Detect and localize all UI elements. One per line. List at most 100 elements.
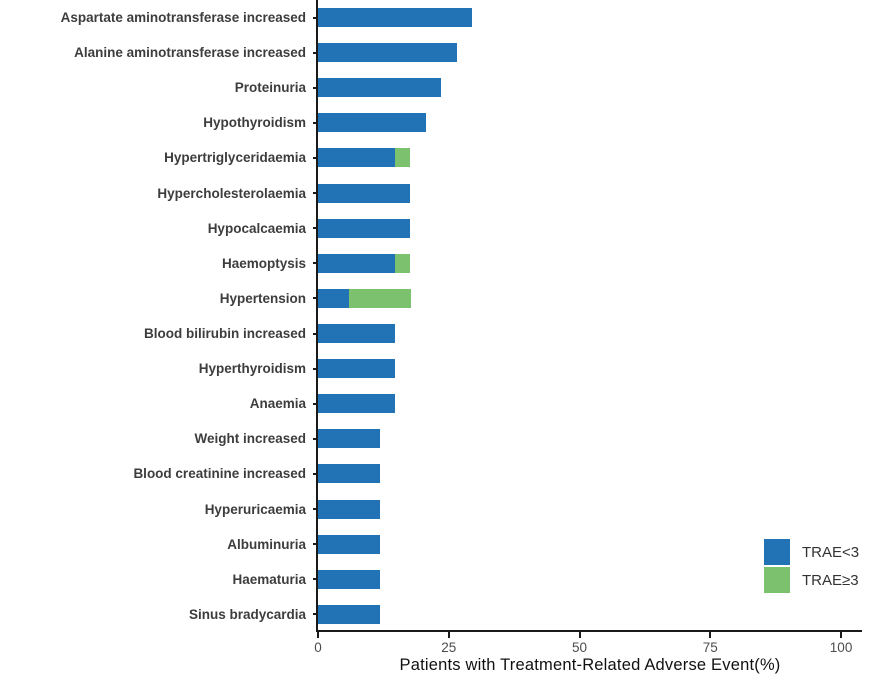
bar-segment-trae-lt3 [318, 499, 380, 519]
x-axis-tick-mark [447, 632, 450, 638]
x-axis-line [316, 630, 862, 632]
category-label: Hypertriglyceridaemia [164, 150, 306, 166]
bar-row: Anaemia [0, 386, 876, 421]
bar-segment-trae-lt3 [318, 113, 426, 133]
bar-row: Hyperuricaemia [0, 492, 876, 527]
category-label: Sinus bradycardia [188, 606, 306, 622]
bar-rows-area: Aspartate aminotransferase increased Ala… [0, 0, 876, 632]
bar-row: Haematuria [0, 562, 876, 597]
bar-segment-trae-lt3 [318, 569, 380, 589]
y-axis-tick [313, 192, 318, 195]
bar-track [318, 113, 862, 133]
bar-segment-trae-lt3 [318, 43, 457, 63]
bar-track [318, 359, 862, 379]
legend-label-trae-ge3: TRAE≥3 [802, 571, 859, 589]
y-axis-tick [313, 297, 318, 300]
category-label: Hyperthyroidism [198, 361, 306, 377]
category-label: Hyperuricaemia [204, 501, 306, 517]
bar-track [318, 183, 862, 203]
y-axis-tick [313, 51, 318, 54]
bar-track [318, 604, 862, 624]
category-label: Alanine aminotransferase increased [74, 45, 306, 61]
bar-row: Blood bilirubin increased [0, 316, 876, 351]
category-label: Anaemia [249, 396, 306, 412]
category-label: Albuminuria [227, 536, 306, 552]
x-axis-tick-mark [709, 632, 712, 638]
y-axis-tick [313, 472, 318, 475]
bar-row: Haemoptysis [0, 246, 876, 281]
bar-row: Hyperthyroidism [0, 351, 876, 386]
bar-segment-trae-lt3 [318, 288, 349, 308]
bar-row: Proteinuria [0, 70, 876, 105]
legend-label-trae-lt3: TRAE<3 [802, 543, 860, 561]
bar-segment-trae-lt3 [318, 148, 395, 168]
bar-track [318, 253, 862, 273]
bar-row: Albuminuria [0, 527, 876, 562]
bar-row: Aspartate aminotransferase increased [0, 0, 876, 35]
legend-entry-trae-ge3: TRAE≥3 [764, 566, 859, 594]
x-axis-tick-label: 100 [829, 640, 853, 655]
bar-row: Hypercholesterolaemia [0, 176, 876, 211]
bar-segment-trae-ge3 [394, 253, 411, 273]
x-axis-tick-mark [840, 632, 843, 638]
bar-track [318, 394, 862, 414]
y-axis-tick [313, 16, 318, 19]
category-label: Haematuria [232, 571, 306, 587]
bar-row: Sinus bradycardia [0, 597, 876, 632]
bar-row: Alanine aminotransferase increased [0, 35, 876, 70]
bar-track [318, 464, 862, 484]
y-axis-tick [313, 402, 318, 405]
bar-row: Hypocalcaemia [0, 211, 876, 246]
bar-track [318, 43, 862, 63]
bar-row: Hypertriglyceridaemia [0, 140, 876, 175]
y-axis-tick [313, 578, 318, 581]
category-label: Hypothyroidism [203, 115, 306, 131]
legend-swatch-trae-lt3-icon [764, 539, 790, 565]
bar-segment-trae-lt3 [318, 324, 395, 344]
bar-track [318, 499, 862, 519]
x-axis-tick-label: 0 [314, 640, 322, 655]
bar-track [318, 8, 862, 28]
bar-row: Hypothyroidism [0, 105, 876, 140]
bar-segment-trae-lt3 [318, 8, 472, 28]
x-axis-title: Patients with Treatment-Related Adverse … [399, 656, 781, 674]
category-label: Weight increased [194, 431, 306, 447]
legend: TRAE<3 TRAE≥3 [764, 538, 859, 594]
bar-segment-trae-lt3 [318, 534, 380, 554]
y-axis-tick [313, 121, 318, 124]
legend-entry-trae-lt3: TRAE<3 [764, 538, 859, 566]
y-axis-tick [313, 156, 318, 159]
bar-track [318, 288, 862, 308]
x-axis-tick-mark [317, 632, 319, 638]
bar-row: Blood creatinine increased [0, 456, 876, 491]
bar-track [318, 78, 862, 98]
bar-row: Hypertension [0, 281, 876, 316]
bar-segment-trae-ge3 [394, 148, 411, 168]
bar-track [318, 218, 862, 238]
bar-segment-trae-lt3 [318, 183, 411, 203]
x-axis-tick-label: 75 [702, 640, 718, 655]
x-axis-tick-label: 50 [572, 640, 588, 655]
x-axis-ticks: 0 25 50 75 100 [314, 632, 862, 662]
y-axis-tick [313, 437, 318, 440]
x-axis-tick-label: 25 [441, 640, 457, 655]
y-axis-tick [313, 367, 318, 370]
bar-segment-trae-lt3 [318, 253, 395, 273]
category-label: Haemoptysis [221, 255, 306, 271]
bar-segment-trae-lt3 [318, 78, 441, 98]
y-axis-line [316, 0, 318, 632]
bar-segment-trae-lt3 [318, 464, 380, 484]
y-axis-tick [313, 332, 318, 335]
y-axis-tick [313, 508, 318, 511]
bar-track [318, 324, 862, 344]
bar-segment-trae-ge3 [348, 288, 411, 308]
bar-row: Weight increased [0, 421, 876, 456]
category-label: Blood bilirubin increased [143, 326, 306, 342]
x-axis-tick-mark [578, 632, 581, 638]
bar-segment-trae-lt3 [318, 218, 411, 238]
bar-segment-trae-lt3 [318, 604, 380, 624]
legend-swatch-trae-ge3-icon [764, 567, 790, 593]
category-label: Hypercholesterolaemia [157, 185, 306, 201]
y-axis-tick [313, 227, 318, 230]
